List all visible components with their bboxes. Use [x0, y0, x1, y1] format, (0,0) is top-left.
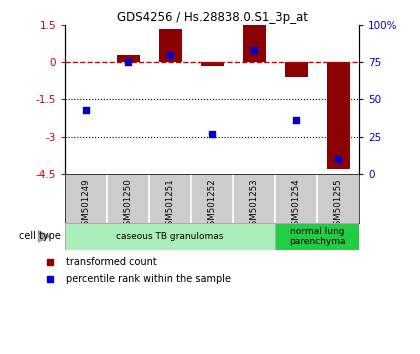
Text: GSM501249: GSM501249: [81, 178, 91, 231]
Point: [167, 52, 173, 57]
Point: [335, 156, 341, 162]
Text: GSM501252: GSM501252: [207, 178, 217, 231]
Bar: [159, 29, 182, 62]
Bar: [201, 62, 224, 66]
Text: GSM501251: GSM501251: [165, 178, 175, 231]
Text: normal lung
parenchyma: normal lung parenchyma: [289, 227, 345, 246]
Bar: [65, 223, 275, 250]
Bar: [117, 55, 139, 62]
Bar: [275, 223, 359, 250]
Text: GSM501250: GSM501250: [123, 178, 133, 231]
Text: GSM501253: GSM501253: [249, 178, 259, 231]
Text: percentile rank within the sample: percentile rank within the sample: [66, 274, 231, 284]
Bar: [243, 25, 266, 62]
Polygon shape: [38, 230, 51, 242]
Point: [251, 47, 257, 53]
Bar: [285, 62, 307, 77]
Point: [209, 131, 215, 137]
Text: cell type: cell type: [19, 231, 61, 241]
Text: caseous TB granulomas: caseous TB granulomas: [116, 232, 224, 241]
Point: [125, 59, 131, 65]
Text: GSM501254: GSM501254: [291, 178, 301, 231]
Title: GDS4256 / Hs.28838.0.S1_3p_at: GDS4256 / Hs.28838.0.S1_3p_at: [117, 11, 307, 24]
Text: GSM501255: GSM501255: [333, 178, 343, 231]
Bar: [327, 62, 349, 169]
Text: transformed count: transformed count: [66, 257, 157, 267]
Point: [83, 107, 89, 113]
Point: [293, 118, 299, 123]
